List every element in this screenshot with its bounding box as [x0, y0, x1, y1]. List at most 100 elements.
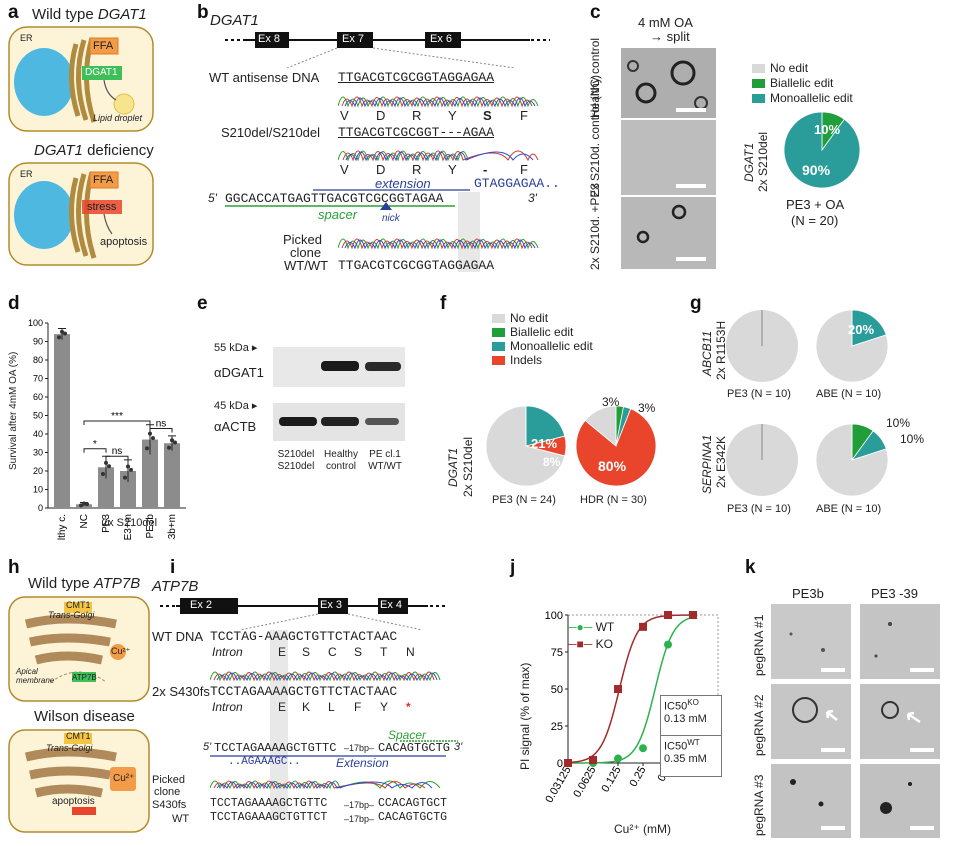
i-five-prime: 5' [203, 741, 212, 753]
pie-chart-f-pe3 [485, 405, 567, 487]
j-point-wt-4 [664, 640, 672, 649]
panel-j-label: j [510, 557, 516, 578]
picked-label-b: Picked [283, 232, 323, 247]
c-n: (N = 20) [791, 213, 839, 228]
hepatocyte-wt [8, 596, 150, 702]
mut-aa-2: R [412, 162, 422, 177]
c-legend-monoallelic: Monoallelic edit [752, 91, 853, 105]
d-point-4-2 [151, 436, 155, 441]
highlight-b [458, 192, 480, 272]
i-wt-aa-1: E [278, 645, 287, 659]
d-ytick-label: 10 [33, 485, 43, 495]
i-clone: clone [154, 786, 181, 798]
i-bp17-a: –17bp– [344, 743, 375, 753]
j-legend-wt: ─●─ WT [568, 620, 615, 634]
k-row-1: pegRNA #1 [752, 614, 766, 676]
d-point-3-0 [123, 475, 127, 480]
gene-map-b [225, 32, 550, 68]
i-row2b: CACAGTGCTG [378, 811, 448, 824]
d-xlabel-1: NC [79, 514, 90, 528]
j-xtick-label: 0.03125 [543, 765, 573, 805]
i-mut-aa-4: F [354, 700, 362, 714]
exon-7: Ex 7 [342, 33, 365, 45]
i-mut-aa-0: Intron [212, 700, 243, 714]
pie-g4-slice-no-edit [815, 423, 889, 497]
mut-seq: TTGACGTCGCGGT---AGAA [338, 125, 495, 140]
pie-chart-c [783, 111, 861, 189]
g-geno2: 2x E342K [714, 435, 728, 488]
g-abe2b-pct: 10% [900, 432, 925, 446]
pie-f-pe3-slice-monoallelic-edit [525, 405, 566, 447]
d-sig-1-bracket [83, 448, 107, 453]
d-point-2-2 [107, 464, 111, 469]
f-pe3-mono: 21% [531, 436, 558, 451]
er-label-a: ER [20, 33, 33, 43]
d-xlabel-4: PE3b [145, 514, 156, 539]
j-xtick-label: 0.125 [599, 765, 623, 795]
d-bar-2 [98, 467, 114, 508]
j-ytick-label: 0 [557, 758, 563, 770]
d-ytick-label: 60 [33, 392, 43, 402]
d-ytick-label: 20 [33, 466, 43, 476]
mut-aa-5: F [520, 162, 528, 177]
panel-d-label: d [8, 293, 20, 314]
i-exon-2: Ex 2 [190, 599, 213, 611]
d-ylabel: Survival after 4mM OA (%) [8, 351, 19, 470]
pie-f-hdr-slice-no-edit [584, 405, 617, 447]
i-mut-aa-1: E [278, 700, 287, 714]
panel-b-gene: DGAT1 [210, 12, 259, 29]
i-guide-seq: TCCTAGAAAAGCTGTTC [214, 741, 337, 755]
j-point-ko-5 [689, 611, 697, 619]
c-pct-monoallelic: 90% [802, 162, 831, 178]
d-sig-4-bracket [149, 427, 173, 433]
j-point-ko-4 [664, 611, 672, 619]
d-group: 2x S210del [102, 517, 158, 529]
f-geno: 2x S210del [461, 436, 475, 497]
g-geno1: 2x R1153H [714, 320, 728, 380]
k-row-2: pegRNA #2 [752, 694, 766, 756]
d-point-1-1 [82, 501, 86, 506]
d-xlabel-3: PE3+m [123, 514, 134, 540]
chromatogram-i-picked [210, 780, 441, 790]
i-exon-3: Ex 3 [320, 599, 343, 611]
i-guide-seq2: CACAGTGCTG [378, 741, 451, 755]
chromatogram-picked-b [338, 238, 539, 250]
d-sig-2-label: ns [112, 446, 123, 457]
d-point-5-0 [167, 445, 171, 450]
f-hdr-indel: 80% [598, 458, 627, 474]
blot-dgat1 [273, 347, 405, 387]
e-lane-2: Healthy control [324, 449, 358, 472]
panel-g-label: g [690, 293, 702, 314]
i-mut-label: 2x S430fs [152, 684, 210, 699]
panel-i-label: i [170, 557, 176, 578]
c-pct-biallelic: 10% [814, 122, 841, 137]
f-legend-biallelic: Biallelic edit [492, 325, 573, 339]
h-apoptosis: apoptosis [52, 796, 95, 807]
j-ic50-wt-box: IC50WT 0.35 mM [660, 735, 722, 777]
i-mut-seq: TCCTAGAAAAGCTGTTCTACTAAC [210, 684, 398, 699]
j-xlabel: Cu²⁺ (mM) [614, 822, 671, 836]
h-cu-b: Cu²⁺ [113, 773, 135, 784]
g-cap-pe3-2: PE3 (N = 10) [727, 503, 791, 515]
i-mut-aa-5: Y [380, 700, 389, 714]
i-wt-label: WT DNA [152, 629, 204, 644]
pie-chart-g-abcb11-abe [815, 309, 889, 383]
k-row-3: pegRNA #3 [752, 774, 766, 836]
pie-c-slice-monoallelic-edit [783, 111, 861, 189]
d-point-0-2 [63, 331, 67, 336]
wt-aa-1: D [376, 108, 386, 123]
c-legend-biallelic: Biallelic edit [752, 76, 833, 90]
d-xlabel-0: Healthy c. [57, 514, 68, 540]
d-sig-3-label: *** [111, 411, 123, 422]
er-label-b: ER [20, 169, 33, 179]
nick-label: nick [382, 213, 400, 224]
c-gene: DGAT1 [742, 142, 756, 182]
c-caption: PE3 + OA [786, 197, 845, 212]
j-ytick-label: 75 [551, 647, 563, 659]
i-mut-aa-3: L [328, 700, 335, 714]
d-xlabel-2: PE3 [101, 514, 112, 533]
cell-diagram-def [8, 162, 154, 266]
exon-6: Ex 6 [430, 33, 453, 45]
d-ytick-label: 90 [33, 337, 43, 347]
d-point-4-0 [145, 446, 149, 451]
